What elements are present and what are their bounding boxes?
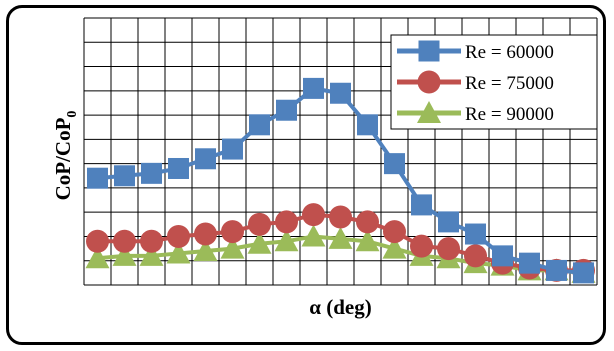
data-point (301, 224, 326, 247)
series-layer (85, 77, 596, 284)
data-point (248, 212, 271, 236)
data-point (519, 252, 540, 274)
legend-marker (417, 101, 441, 123)
data-point (221, 220, 244, 244)
data-point (247, 231, 272, 254)
data-point (464, 244, 487, 268)
data-point (410, 234, 433, 258)
data-point (465, 223, 486, 245)
data-point (167, 224, 190, 248)
data-point (384, 153, 405, 175)
data-point (492, 245, 513, 267)
y-axis-label: CoP/CoP0 (51, 111, 80, 201)
data-point (382, 236, 407, 259)
data-point (249, 114, 270, 136)
data-point (166, 241, 191, 264)
data-point (141, 162, 162, 184)
data-point (302, 203, 325, 227)
data-point (357, 114, 378, 136)
legend-label: Re = 75000 (465, 73, 554, 94)
legend-marker (418, 40, 440, 62)
data-point (194, 222, 217, 246)
y-axis-label-subscript: 0 (65, 111, 80, 118)
data-point (329, 205, 352, 229)
data-point (87, 167, 108, 189)
data-point (195, 148, 216, 170)
legend-item: Re = 75000 (397, 70, 554, 94)
data-point (275, 210, 298, 234)
data-point (355, 229, 380, 252)
data-point (140, 229, 163, 253)
data-point (139, 243, 164, 266)
data-point (274, 229, 299, 252)
data-point (168, 157, 189, 179)
data-point (383, 220, 406, 244)
data-point (356, 210, 379, 234)
data-point (113, 229, 136, 253)
legend-marker (417, 70, 441, 94)
data-point (411, 194, 432, 216)
data-point (303, 77, 324, 99)
data-point (220, 236, 245, 259)
data-point (193, 239, 218, 262)
data-point (276, 99, 297, 121)
data-point (573, 262, 594, 284)
legend-item: Re = 60000 (397, 40, 554, 63)
legend: Re = 60000 Re = 75000 Re = 90000 (390, 34, 598, 130)
x-axis-label: α (deg) (309, 295, 371, 319)
data-point (438, 211, 459, 233)
data-point (328, 226, 353, 249)
data-point (330, 82, 351, 104)
data-point (85, 246, 110, 269)
legend-label: Re = 60000 (465, 42, 554, 63)
y-axis-label-main: CoP/CoP (51, 117, 75, 200)
data-point (222, 138, 243, 160)
series-0 (87, 77, 594, 284)
data-point (86, 229, 109, 253)
gridlines (83, 17, 598, 286)
data-point (437, 237, 460, 261)
data-point (112, 243, 137, 266)
legend-label: Re = 90000 (465, 104, 554, 125)
data-point (546, 259, 567, 281)
data-point (114, 165, 135, 187)
legend-item: Re = 90000 (397, 101, 554, 125)
